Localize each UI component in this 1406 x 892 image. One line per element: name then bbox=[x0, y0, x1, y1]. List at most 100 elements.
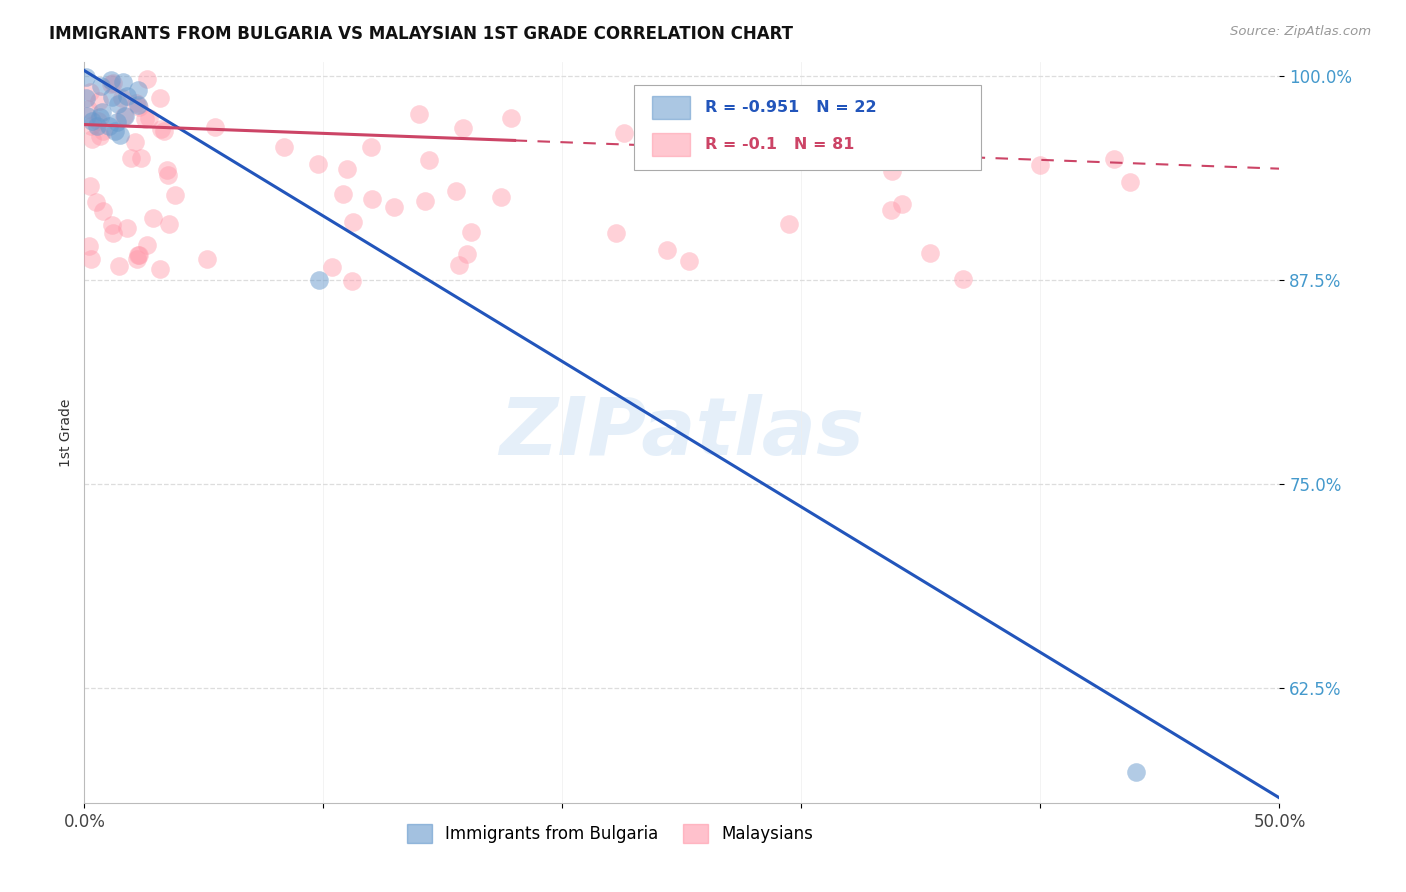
Point bbox=[880, 202, 903, 217]
Point bbox=[727, 128, 749, 142]
Point bbox=[491, 190, 513, 204]
Point bbox=[77, 102, 100, 116]
Point bbox=[100, 72, 122, 87]
Point bbox=[195, 252, 218, 266]
Point bbox=[882, 163, 904, 178]
Point bbox=[101, 219, 124, 233]
Point bbox=[456, 247, 478, 261]
Point bbox=[156, 162, 179, 177]
Point bbox=[817, 151, 839, 165]
FancyBboxPatch shape bbox=[652, 133, 690, 156]
FancyBboxPatch shape bbox=[652, 95, 690, 120]
Point bbox=[79, 85, 101, 99]
Point bbox=[920, 246, 942, 260]
Point bbox=[447, 258, 470, 272]
Point bbox=[149, 261, 172, 276]
Text: IMMIGRANTS FROM BULGARIA VS MALAYSIAN 1ST GRADE CORRELATION CHART: IMMIGRANTS FROM BULGARIA VS MALAYSIAN 1S… bbox=[49, 25, 793, 43]
Point bbox=[273, 140, 295, 154]
Point bbox=[124, 136, 146, 150]
Point bbox=[87, 114, 110, 128]
Point bbox=[93, 203, 115, 218]
Point bbox=[125, 96, 148, 111]
Point bbox=[613, 126, 636, 140]
Point bbox=[112, 109, 135, 123]
Point bbox=[91, 123, 114, 137]
Point bbox=[451, 121, 474, 136]
Point bbox=[128, 100, 150, 114]
Point bbox=[108, 128, 131, 142]
Point bbox=[79, 178, 101, 193]
Point bbox=[120, 151, 142, 165]
Point bbox=[76, 109, 98, 123]
Point bbox=[655, 243, 678, 257]
Point bbox=[163, 188, 186, 202]
Point bbox=[605, 226, 627, 240]
Point bbox=[86, 120, 108, 134]
Point bbox=[101, 226, 124, 240]
Point bbox=[460, 226, 482, 240]
Y-axis label: 1st Grade: 1st Grade bbox=[59, 399, 73, 467]
Point bbox=[127, 83, 149, 97]
Point bbox=[131, 151, 153, 165]
Point bbox=[77, 239, 100, 253]
Point bbox=[111, 91, 134, 105]
Point bbox=[418, 153, 440, 168]
Point bbox=[100, 90, 122, 104]
Point bbox=[112, 75, 135, 89]
Point bbox=[87, 94, 110, 108]
Point bbox=[413, 194, 436, 209]
Point bbox=[157, 217, 180, 231]
FancyBboxPatch shape bbox=[634, 85, 981, 169]
Point bbox=[408, 107, 430, 121]
Point bbox=[104, 123, 127, 137]
Text: Source: ZipAtlas.com: Source: ZipAtlas.com bbox=[1230, 25, 1371, 38]
Text: ZIPatlas: ZIPatlas bbox=[499, 393, 865, 472]
Text: R = -0.951   N = 22: R = -0.951 N = 22 bbox=[704, 100, 876, 115]
Point bbox=[105, 115, 128, 129]
Point bbox=[115, 88, 138, 103]
Point bbox=[342, 215, 364, 229]
Text: R = -0.1   N = 81: R = -0.1 N = 81 bbox=[704, 137, 853, 153]
Point bbox=[114, 109, 136, 123]
Point bbox=[153, 124, 176, 138]
Point bbox=[136, 238, 159, 252]
Point bbox=[128, 248, 150, 262]
Point bbox=[90, 78, 112, 93]
Legend: Immigrants from Bulgaria, Malaysians: Immigrants from Bulgaria, Malaysians bbox=[401, 817, 820, 850]
Point bbox=[149, 122, 172, 136]
Point bbox=[138, 111, 160, 125]
Point bbox=[384, 200, 406, 214]
Point bbox=[115, 221, 138, 235]
Point bbox=[90, 105, 112, 120]
Point bbox=[107, 97, 129, 112]
Point bbox=[101, 76, 124, 90]
Point bbox=[75, 70, 97, 84]
Point bbox=[82, 132, 104, 146]
Point bbox=[499, 111, 522, 125]
Point bbox=[127, 98, 149, 112]
Point bbox=[80, 119, 103, 133]
Point bbox=[360, 140, 382, 154]
Point bbox=[84, 195, 107, 210]
Point bbox=[321, 260, 343, 274]
Point bbox=[307, 157, 329, 171]
Point bbox=[134, 112, 156, 127]
Point bbox=[142, 211, 165, 225]
Point bbox=[157, 168, 180, 182]
Point bbox=[107, 259, 129, 273]
Point bbox=[127, 248, 149, 262]
Point bbox=[75, 91, 97, 105]
Point bbox=[444, 184, 467, 198]
Point bbox=[1119, 175, 1142, 189]
Point bbox=[655, 140, 678, 154]
Point bbox=[336, 162, 359, 177]
Point bbox=[135, 71, 157, 86]
Point bbox=[340, 274, 363, 288]
Point bbox=[127, 252, 149, 266]
Point bbox=[891, 197, 914, 211]
Point bbox=[80, 113, 103, 128]
Point bbox=[308, 273, 330, 287]
Point bbox=[98, 119, 121, 133]
Point bbox=[1029, 158, 1052, 172]
Point bbox=[100, 78, 122, 92]
